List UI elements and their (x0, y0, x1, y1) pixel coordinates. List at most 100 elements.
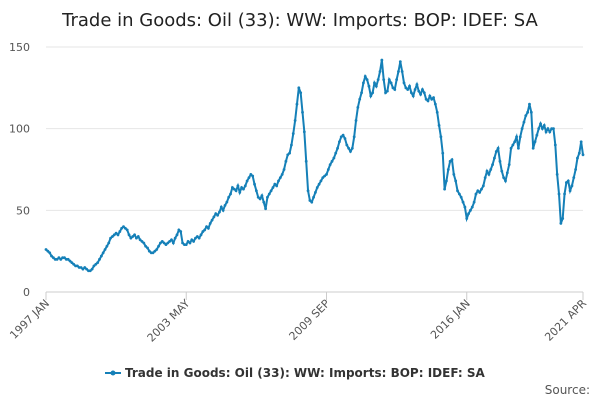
data-point (498, 159, 502, 163)
data-point (219, 205, 223, 209)
data-point (280, 173, 284, 176)
data-point (284, 159, 288, 163)
y-tick-label: 100 (9, 123, 30, 136)
data-point (225, 200, 229, 204)
data-point (310, 200, 314, 204)
data-point (491, 163, 494, 167)
data-point (577, 151, 581, 155)
y-tick-label: 150 (9, 41, 30, 54)
data-point (120, 226, 124, 230)
data-point (398, 60, 402, 64)
data-point (374, 84, 378, 88)
data-point (391, 86, 395, 90)
data-point (349, 150, 352, 153)
data-point (264, 207, 267, 211)
data-point (266, 195, 269, 199)
data-point (517, 146, 520, 150)
data-point (546, 127, 550, 131)
chart-title: Trade in Goods: Oil (33): WW: Imports: B… (61, 10, 538, 31)
data-point (511, 143, 515, 147)
data-point (51, 256, 55, 260)
data-point (59, 257, 63, 261)
data-point (382, 78, 386, 82)
data-point (50, 254, 53, 258)
data-point (358, 97, 362, 101)
data-point (273, 182, 277, 186)
data-point (142, 241, 146, 245)
data-point (201, 230, 205, 233)
data-point (380, 58, 384, 62)
data-point (147, 249, 151, 253)
data-point (485, 169, 489, 173)
data-point (352, 135, 356, 139)
data-point (328, 163, 332, 167)
data-point (566, 179, 570, 183)
data-point (258, 197, 262, 201)
data-point (245, 179, 249, 183)
data-point (199, 233, 203, 237)
data-point (489, 168, 493, 171)
data-point (413, 88, 417, 91)
data-point (83, 266, 87, 269)
data-point (319, 179, 323, 183)
data-point (81, 267, 85, 271)
data-point (376, 78, 380, 82)
data-point (496, 146, 500, 150)
data-point (105, 244, 109, 248)
data-point (123, 226, 127, 230)
data-point (476, 189, 480, 193)
data-point (432, 96, 435, 100)
data-point (216, 213, 220, 217)
data-point (494, 150, 498, 153)
y-tick-label: 0 (23, 286, 30, 299)
data-point (548, 130, 552, 134)
data-point (515, 135, 518, 139)
data-point (343, 137, 347, 140)
data-point (271, 186, 275, 189)
data-point (297, 86, 301, 90)
data-point (227, 195, 231, 199)
data-point (96, 261, 100, 264)
data-point (153, 249, 157, 253)
data-point (493, 156, 496, 160)
data-point (314, 190, 317, 194)
data-point (315, 186, 319, 189)
data-point (129, 236, 133, 240)
data-point (336, 146, 339, 150)
data-point (579, 140, 583, 144)
data-point (168, 239, 172, 243)
data-point (269, 189, 273, 193)
data-point (205, 225, 208, 229)
data-point (166, 241, 170, 245)
data-point (469, 208, 472, 212)
data-point (522, 120, 526, 124)
data-point (581, 153, 585, 157)
data-point (535, 133, 539, 137)
data-point (151, 251, 155, 255)
data-point (295, 102, 299, 106)
data-point (157, 244, 160, 248)
data-point (238, 190, 242, 194)
data-point (299, 91, 303, 95)
data-point (304, 159, 308, 163)
data-point (127, 233, 131, 237)
data-point (85, 267, 88, 271)
data-point (439, 135, 443, 139)
data-point (426, 99, 430, 103)
data-point (275, 184, 279, 188)
data-point (155, 248, 159, 251)
data-point (393, 88, 397, 91)
data-point (195, 235, 199, 238)
data-point (450, 158, 454, 162)
data-point (107, 241, 111, 245)
data-point (125, 228, 129, 232)
data-point (232, 187, 236, 191)
data-point (555, 173, 559, 176)
data-point (109, 236, 112, 240)
data-point (223, 204, 227, 207)
data-point (332, 156, 336, 160)
data-point (395, 78, 399, 82)
data-point (234, 189, 238, 193)
data-point (378, 70, 382, 73)
data-point (502, 176, 506, 180)
